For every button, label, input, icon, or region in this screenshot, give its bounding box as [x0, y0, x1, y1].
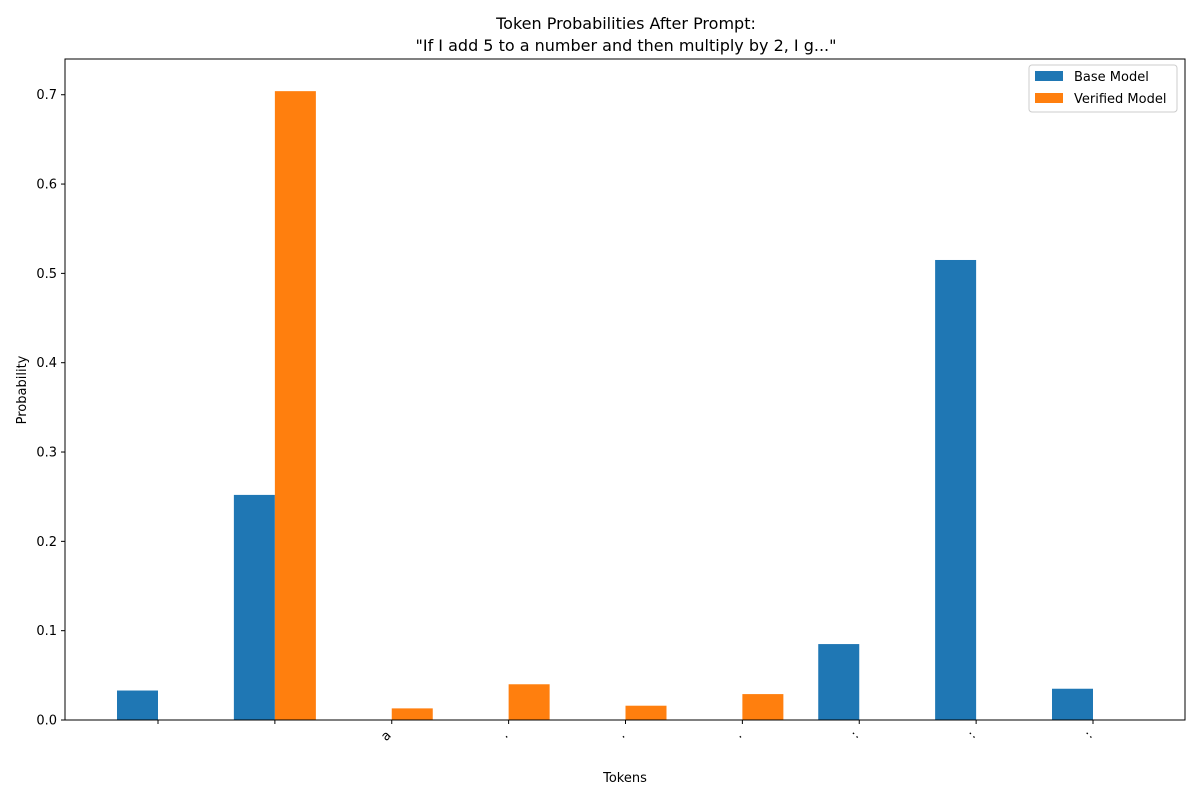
bar-base-0: [117, 690, 158, 720]
y-tick-label: 0.6: [36, 178, 57, 193]
y-axis-label: Probability: [15, 355, 30, 424]
x-tick-label: .: [732, 728, 746, 742]
legend-swatch-0: [1035, 71, 1063, 81]
legend-box: [1028, 64, 1178, 113]
bar-base-1: [233, 494, 275, 720]
y-tick-label: 0.2: [36, 535, 57, 550]
y-tick-label: 0.3: [36, 446, 57, 461]
x-tick-label: :: [848, 728, 862, 742]
x-tick-label: .: [615, 728, 629, 742]
x-tick-label: :: [965, 728, 979, 742]
bar-base-6: [818, 644, 860, 720]
axes-frame: [64, 58, 1186, 721]
legend: Base Model Verified Model: [1028, 64, 1178, 113]
x-tick-label: :: [1082, 728, 1096, 742]
bar-verified-5: [742, 694, 784, 720]
legend-label-0: Base Model: [1074, 70, 1149, 85]
bar-verified-4: [625, 705, 667, 720]
x-axis-label: Tokens: [602, 771, 647, 786]
x-tick-label: .: [498, 728, 512, 742]
bar-verified-3: [508, 684, 550, 720]
y-tick-label: 0.5: [36, 267, 57, 282]
y-tick-label: 0.7: [36, 88, 57, 103]
legend-swatch-1: [1035, 93, 1063, 103]
y-tick-label: 0.1: [36, 624, 57, 639]
bar-base-8: [1052, 688, 1093, 720]
y-tick-label: 0.4: [36, 356, 57, 371]
chart-title-line2: "If I add 5 to a number and then multipl…: [416, 36, 837, 55]
y-tick-label: 0.0: [36, 714, 57, 729]
legend-label-1: Verified Model: [1074, 92, 1166, 107]
bar-base-7: [935, 259, 977, 720]
bar-verified-2: [391, 708, 433, 720]
plot-area: 0.0 0.1 0.2 0.3 0.4 0.5 0.6 0.7a...:::: [36, 58, 1186, 744]
bar-verified-1: [274, 91, 316, 721]
x-tick-label: a: [378, 728, 394, 744]
chart-title-line1: Token Probabilities After Prompt:: [495, 14, 756, 33]
